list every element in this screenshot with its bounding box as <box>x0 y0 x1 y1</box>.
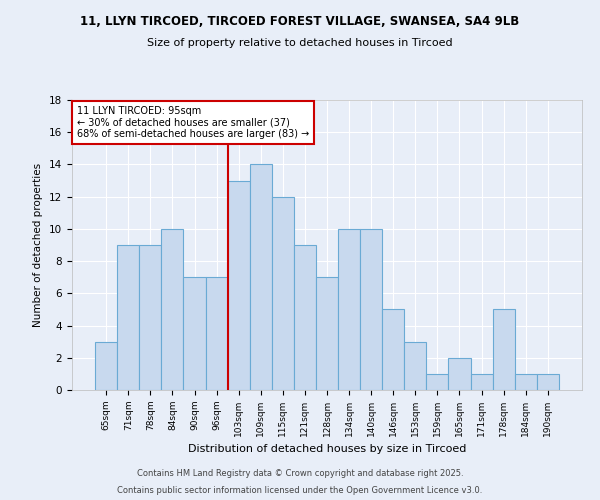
Bar <box>316 277 338 390</box>
Bar <box>184 277 206 390</box>
Bar <box>117 245 139 390</box>
Bar <box>470 374 493 390</box>
Bar <box>448 358 470 390</box>
Bar <box>338 229 360 390</box>
Bar <box>250 164 272 390</box>
Bar <box>427 374 448 390</box>
Bar <box>139 245 161 390</box>
Text: Contains public sector information licensed under the Open Government Licence v3: Contains public sector information licen… <box>118 486 482 495</box>
Bar <box>294 245 316 390</box>
Bar <box>95 342 117 390</box>
Bar <box>206 277 227 390</box>
Bar <box>227 180 250 390</box>
Bar <box>493 310 515 390</box>
Y-axis label: Number of detached properties: Number of detached properties <box>34 163 43 327</box>
Bar <box>360 229 382 390</box>
Text: 11 LLYN TIRCOED: 95sqm
← 30% of detached houses are smaller (37)
68% of semi-det: 11 LLYN TIRCOED: 95sqm ← 30% of detached… <box>77 106 310 139</box>
X-axis label: Distribution of detached houses by size in Tircoed: Distribution of detached houses by size … <box>188 444 466 454</box>
Bar <box>161 229 184 390</box>
Bar <box>382 310 404 390</box>
Bar <box>515 374 537 390</box>
Text: Contains HM Land Registry data © Crown copyright and database right 2025.: Contains HM Land Registry data © Crown c… <box>137 468 463 477</box>
Bar <box>537 374 559 390</box>
Bar <box>272 196 294 390</box>
Text: 11, LLYN TIRCOED, TIRCOED FOREST VILLAGE, SWANSEA, SA4 9LB: 11, LLYN TIRCOED, TIRCOED FOREST VILLAGE… <box>80 15 520 28</box>
Bar <box>404 342 427 390</box>
Text: Size of property relative to detached houses in Tircoed: Size of property relative to detached ho… <box>147 38 453 48</box>
